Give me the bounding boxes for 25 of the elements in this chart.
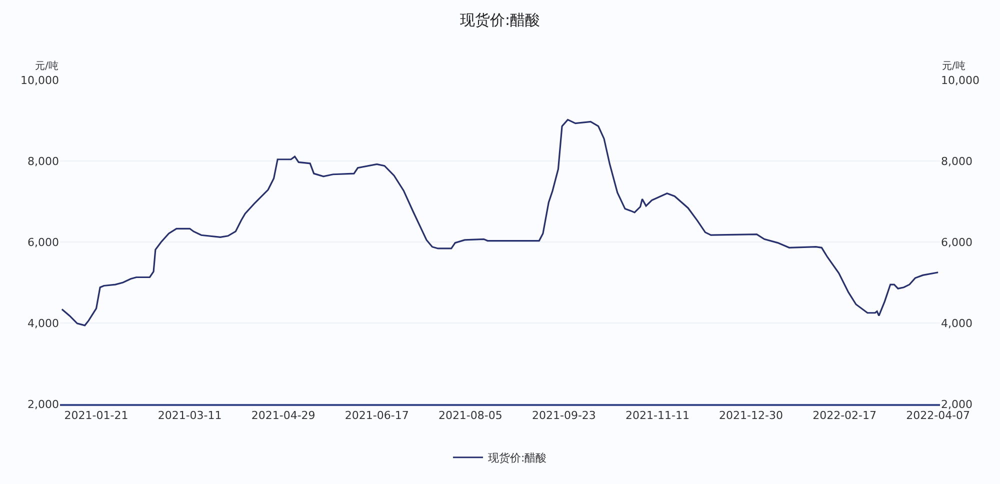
x-tick-label: 2021-04-29: [251, 408, 316, 422]
x-tick-label: 2021-12-30: [719, 408, 783, 422]
x-tick-label: 2021-11-11: [626, 408, 690, 422]
y-tick-label: 4,000: [28, 316, 59, 330]
line-series: [61, 118, 939, 326]
y-tick-label: 10,000: [20, 74, 59, 87]
legend-label: 现货价:醋酸: [488, 452, 547, 465]
x-tick-label: 2021-03-11: [158, 408, 222, 422]
y2-tick-label: 6,000: [941, 236, 972, 249]
y2-tick-label: 2,000: [941, 398, 972, 411]
y-axis-title: 元/吨: [35, 60, 58, 72]
chart-title: 现货价:醋酸: [460, 11, 540, 30]
x-tick-label: 2022-02-17: [812, 408, 877, 422]
y-tick-label: 6,000: [28, 236, 59, 249]
x-tick-label: 2021-01-21: [64, 408, 128, 422]
x-tick-label: 2021-09-23: [532, 408, 596, 422]
y2-tick-label: 8,000: [941, 154, 972, 168]
y2-tick-label: 10,000: [941, 74, 980, 87]
x-tick-label: 2021-08-05: [438, 408, 502, 422]
y2-tick-label: 4,000: [941, 316, 972, 330]
y-tick-label: 8,000: [28, 154, 59, 168]
y2-axis-title: 元/吨: [942, 60, 966, 72]
x-tick-label: 2022-04-07: [906, 408, 970, 422]
x-tick-label: 2021-06-17: [344, 408, 409, 422]
y-tick-label: 2,000: [28, 398, 59, 411]
